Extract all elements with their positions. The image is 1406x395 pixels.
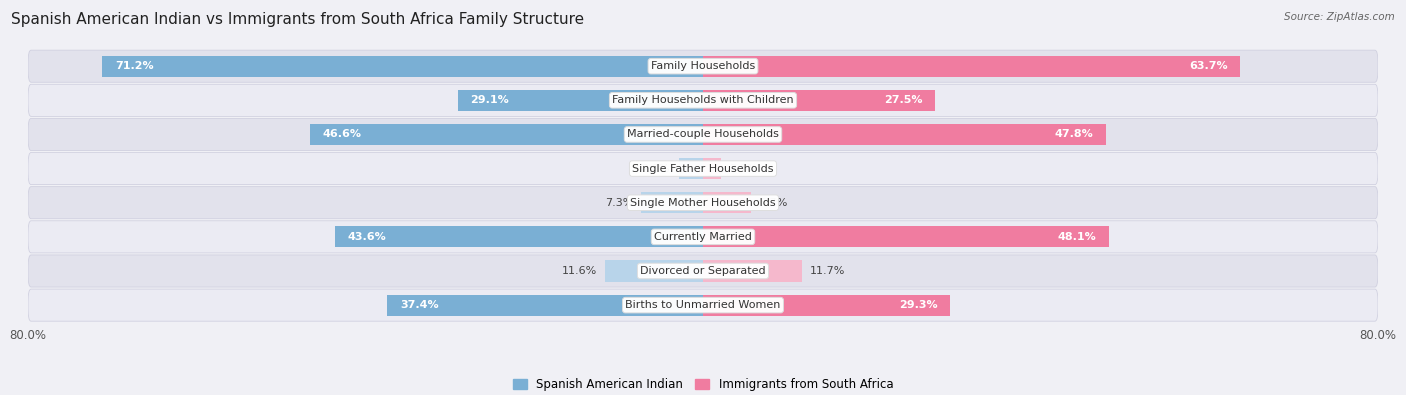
FancyBboxPatch shape [28, 255, 1378, 287]
Text: 11.7%: 11.7% [810, 266, 845, 276]
Text: 2.9%: 2.9% [641, 164, 671, 173]
Text: Single Mother Households: Single Mother Households [630, 198, 776, 208]
Bar [641, 192, 703, 213]
Text: 48.1%: 48.1% [1057, 232, 1097, 242]
Bar [605, 260, 703, 282]
Bar [335, 226, 703, 247]
Bar [679, 158, 703, 179]
Text: Single Father Households: Single Father Households [633, 164, 773, 173]
Text: 2.1%: 2.1% [730, 164, 758, 173]
Text: 7.3%: 7.3% [605, 198, 633, 208]
Text: Spanish American Indian vs Immigrants from South Africa Family Structure: Spanish American Indian vs Immigrants fr… [11, 12, 585, 27]
Text: 5.7%: 5.7% [759, 198, 787, 208]
Text: Divorced or Separated: Divorced or Separated [640, 266, 766, 276]
Text: Family Households: Family Households [651, 61, 755, 71]
Text: 63.7%: 63.7% [1189, 61, 1227, 71]
Text: 29.3%: 29.3% [898, 300, 938, 310]
Text: Currently Married: Currently Married [654, 232, 752, 242]
Legend: Spanish American Indian, Immigrants from South Africa: Spanish American Indian, Immigrants from… [508, 373, 898, 395]
Bar [703, 90, 935, 111]
Text: Source: ZipAtlas.com: Source: ZipAtlas.com [1284, 12, 1395, 22]
Bar [703, 226, 1109, 247]
FancyBboxPatch shape [28, 187, 1378, 219]
FancyBboxPatch shape [28, 152, 1378, 184]
Bar [309, 124, 703, 145]
Text: 43.6%: 43.6% [347, 232, 387, 242]
Bar [457, 90, 703, 111]
Text: 27.5%: 27.5% [884, 95, 922, 105]
Text: 46.6%: 46.6% [322, 130, 361, 139]
Bar [103, 56, 703, 77]
Text: Births to Unmarried Women: Births to Unmarried Women [626, 300, 780, 310]
FancyBboxPatch shape [28, 50, 1378, 82]
Bar [703, 124, 1107, 145]
Text: 71.2%: 71.2% [115, 61, 153, 71]
Bar [703, 260, 801, 282]
FancyBboxPatch shape [28, 84, 1378, 117]
Text: 37.4%: 37.4% [401, 300, 439, 310]
Bar [703, 158, 721, 179]
FancyBboxPatch shape [28, 289, 1378, 321]
Text: Married-couple Households: Married-couple Households [627, 130, 779, 139]
Bar [388, 295, 703, 316]
Bar [703, 56, 1240, 77]
FancyBboxPatch shape [28, 118, 1378, 150]
Text: 29.1%: 29.1% [470, 95, 509, 105]
Bar [703, 295, 950, 316]
Text: Family Households with Children: Family Households with Children [612, 95, 794, 105]
Bar [703, 192, 751, 213]
Text: 47.8%: 47.8% [1054, 130, 1094, 139]
Text: 11.6%: 11.6% [561, 266, 596, 276]
FancyBboxPatch shape [28, 221, 1378, 253]
